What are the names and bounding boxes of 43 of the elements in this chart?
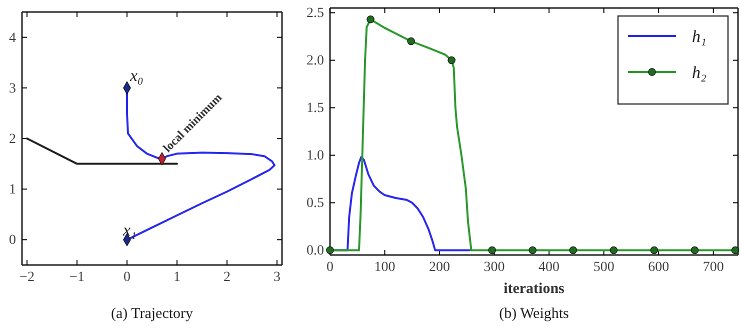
point (610, 246, 618, 254)
x-tick-label: 600 (648, 260, 670, 275)
x-tick-label: 2 (224, 270, 230, 285)
x-tick-label: 300 (484, 260, 505, 275)
y-tick-label: 2.5 (306, 6, 324, 22)
legend-label: h₂ (692, 63, 706, 82)
point (731, 246, 740, 254)
x-tick-label: 0 (326, 260, 334, 275)
point (326, 246, 334, 254)
x-tick-label: 500 (593, 260, 614, 275)
x-tick-label: 700 (702, 260, 724, 275)
point (690, 246, 699, 254)
annotation: x₀ (129, 66, 144, 85)
y-tick-label: 2.0 (306, 54, 324, 69)
x-tick-label: 200 (429, 260, 450, 275)
y-tick-label: 3 (9, 81, 16, 96)
y-tick-label: 0 (9, 233, 16, 248)
x-axis-title: iterations (504, 281, 565, 297)
y-tick-label: 2 (9, 132, 16, 147)
x-tick-label: −2 (20, 270, 34, 285)
legend-label: h₁ (692, 27, 706, 46)
x-tick-label: 100 (374, 260, 396, 275)
x-tick-label: 3 (274, 270, 280, 285)
point (528, 246, 536, 254)
text: (b) Weights (499, 306, 570, 322)
point (448, 56, 456, 64)
y-tick-label: 1 (9, 182, 16, 198)
y-tick-label: 0.0 (306, 244, 324, 259)
x-tick-label: 1 (174, 270, 180, 285)
x-tick-label: −1 (70, 270, 84, 285)
point (366, 16, 374, 24)
point (488, 246, 496, 254)
y-tick-label: 4 (9, 30, 16, 46)
point (407, 37, 415, 46)
y-tick-label: 1.5 (306, 101, 324, 116)
y-tick-label: 0.5 (306, 196, 324, 212)
annotation: x₁ (122, 220, 136, 240)
x-tick-label: 400 (538, 260, 560, 275)
x-tick-label: 0 (124, 270, 130, 285)
point (569, 246, 578, 254)
text: (a) Trajectory (110, 306, 194, 322)
point (650, 246, 658, 254)
y-tick-label: 1.0 (306, 148, 324, 164)
